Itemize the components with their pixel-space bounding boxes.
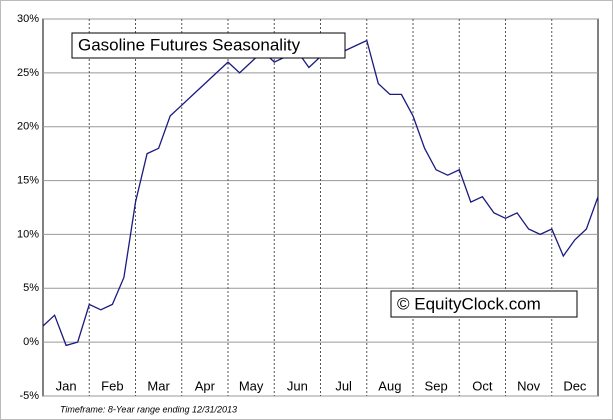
y-tick-label: 30% [17,13,39,25]
x-tick-label: May [239,378,264,393]
y-tick-label: 0% [23,336,39,348]
x-tick-label: Aug [378,378,401,393]
x-tick-label: Apr [195,378,216,393]
y-tick-label: 5% [23,282,39,294]
x-tick-label: Oct [472,378,493,393]
y-tick-label: -5% [19,390,39,402]
grid: -5% 0% 5% 10% 15% 20% 25% 30% Jan Feb Mar Apr May Jun… [17,13,599,402]
x-tick-label: Nov [517,378,541,393]
y-tick-label: 25% [17,67,39,79]
x-tick-label: Jan [56,378,77,393]
y-tick-label: 10% [17,228,39,240]
chart-title: Gasoline Futures Seasonality [78,35,301,54]
footnote: Timeframe: 8-Year range ending 12/31/201… [60,404,237,414]
x-tick-label: Jul [335,378,352,393]
title-box [71,32,346,59]
x-tick-label: Dec [563,378,587,393]
y-tick-label: 15% [17,174,39,186]
annotation-box [390,290,578,318]
x-tick-label: Sep [425,378,448,393]
annotation: © EquityClock.com [397,294,541,313]
y-tick-label: 20% [17,121,39,133]
x-tick-label: Mar [147,378,170,393]
x-tick-label: Feb [101,378,123,393]
x-tick-label: Jun [287,378,308,393]
